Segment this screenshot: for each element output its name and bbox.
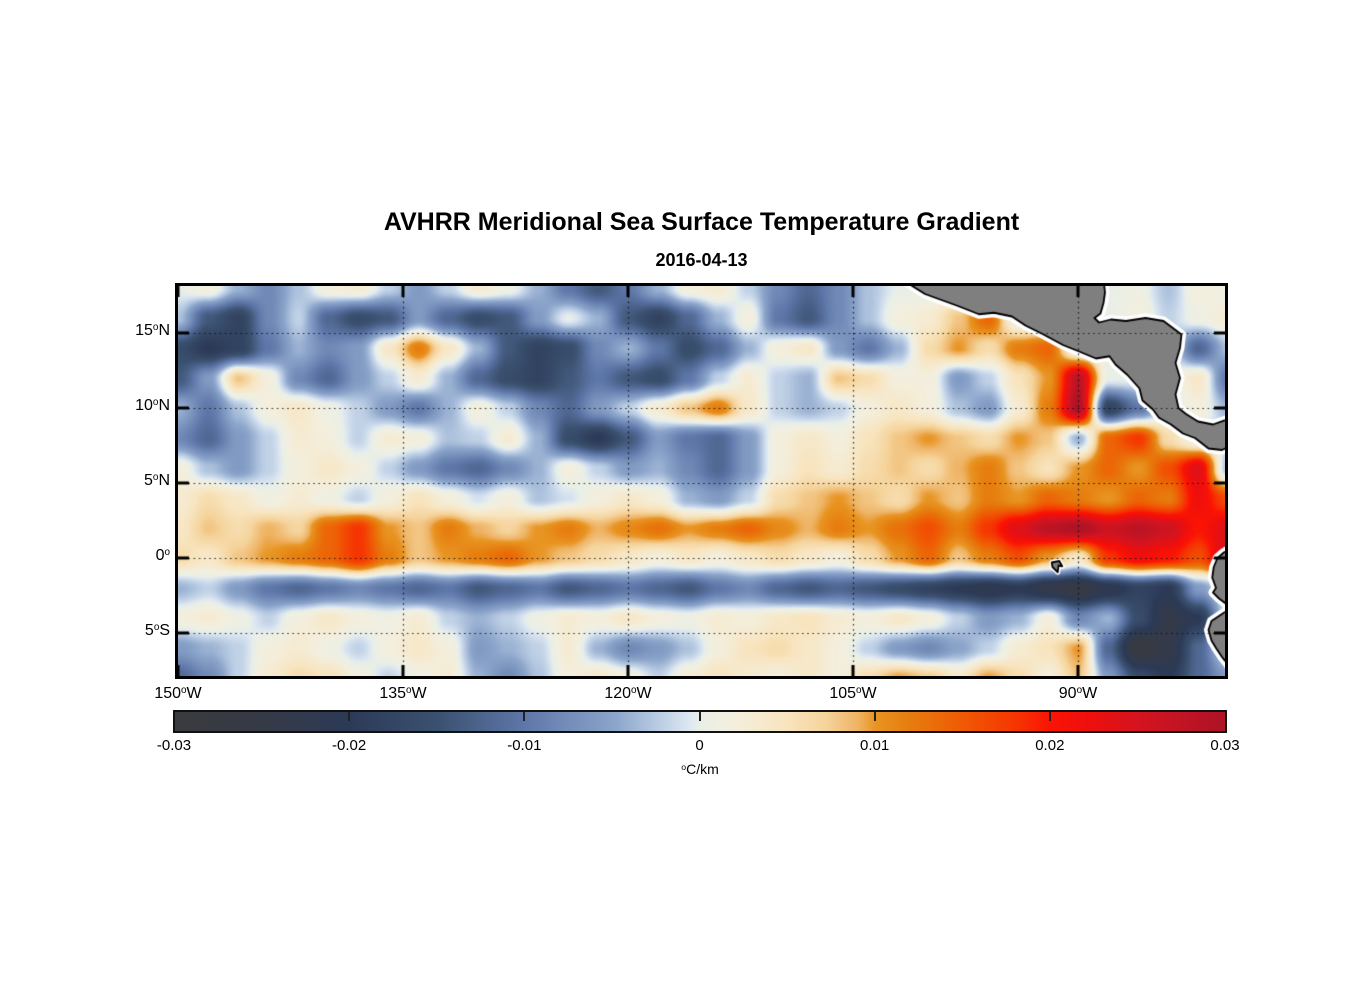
colorbar-tick-mark-2 xyxy=(523,712,526,721)
heatmap-canvas xyxy=(178,286,1225,676)
x-tick-label-3: 105oW xyxy=(829,685,877,702)
colorbar-tick-mark-4 xyxy=(873,712,876,721)
colorbar-tick-label-2: -0.01 xyxy=(507,737,542,754)
colorbar-tick-mark-5 xyxy=(1048,712,1051,721)
figure-title: AVHRR Meridional Sea Surface Temperature… xyxy=(383,208,1020,236)
y-tick-label-1: 10oN xyxy=(135,396,170,414)
y-tick-label-3: 0o xyxy=(155,546,170,564)
x-tick-label-2: 120oW xyxy=(604,685,652,702)
colorbar-tick-label-1: -0.02 xyxy=(332,737,367,754)
colorbar-tick-label-6: 0.03 xyxy=(1210,737,1240,754)
colorbar-tick-label-4: 0.01 xyxy=(860,737,890,754)
colorbar xyxy=(173,710,1227,733)
colorbar-tick-mark-3 xyxy=(698,712,701,721)
x-tick-label-1: 135oW xyxy=(379,685,427,702)
y-tick-label-0: 15oN xyxy=(135,321,170,339)
colorbar-tick-mark-1 xyxy=(348,712,351,721)
colorbar-unit-label: oC/km xyxy=(681,761,719,777)
y-tick-label-2: 5oN xyxy=(144,471,170,489)
x-tick-label-0: 150oW xyxy=(154,685,202,702)
figure-subtitle: 2016-04-13 xyxy=(655,250,748,270)
map-plot xyxy=(175,283,1228,679)
colorbar-tick-label-5: 0.02 xyxy=(1035,737,1065,754)
colorbar-tick-label-3: 0 xyxy=(695,737,704,754)
x-tick-label-4: 90oW xyxy=(1058,685,1098,702)
y-tick-label-4: 5oS xyxy=(144,621,170,639)
colorbar-tick-label-0: -0.03 xyxy=(156,737,192,754)
